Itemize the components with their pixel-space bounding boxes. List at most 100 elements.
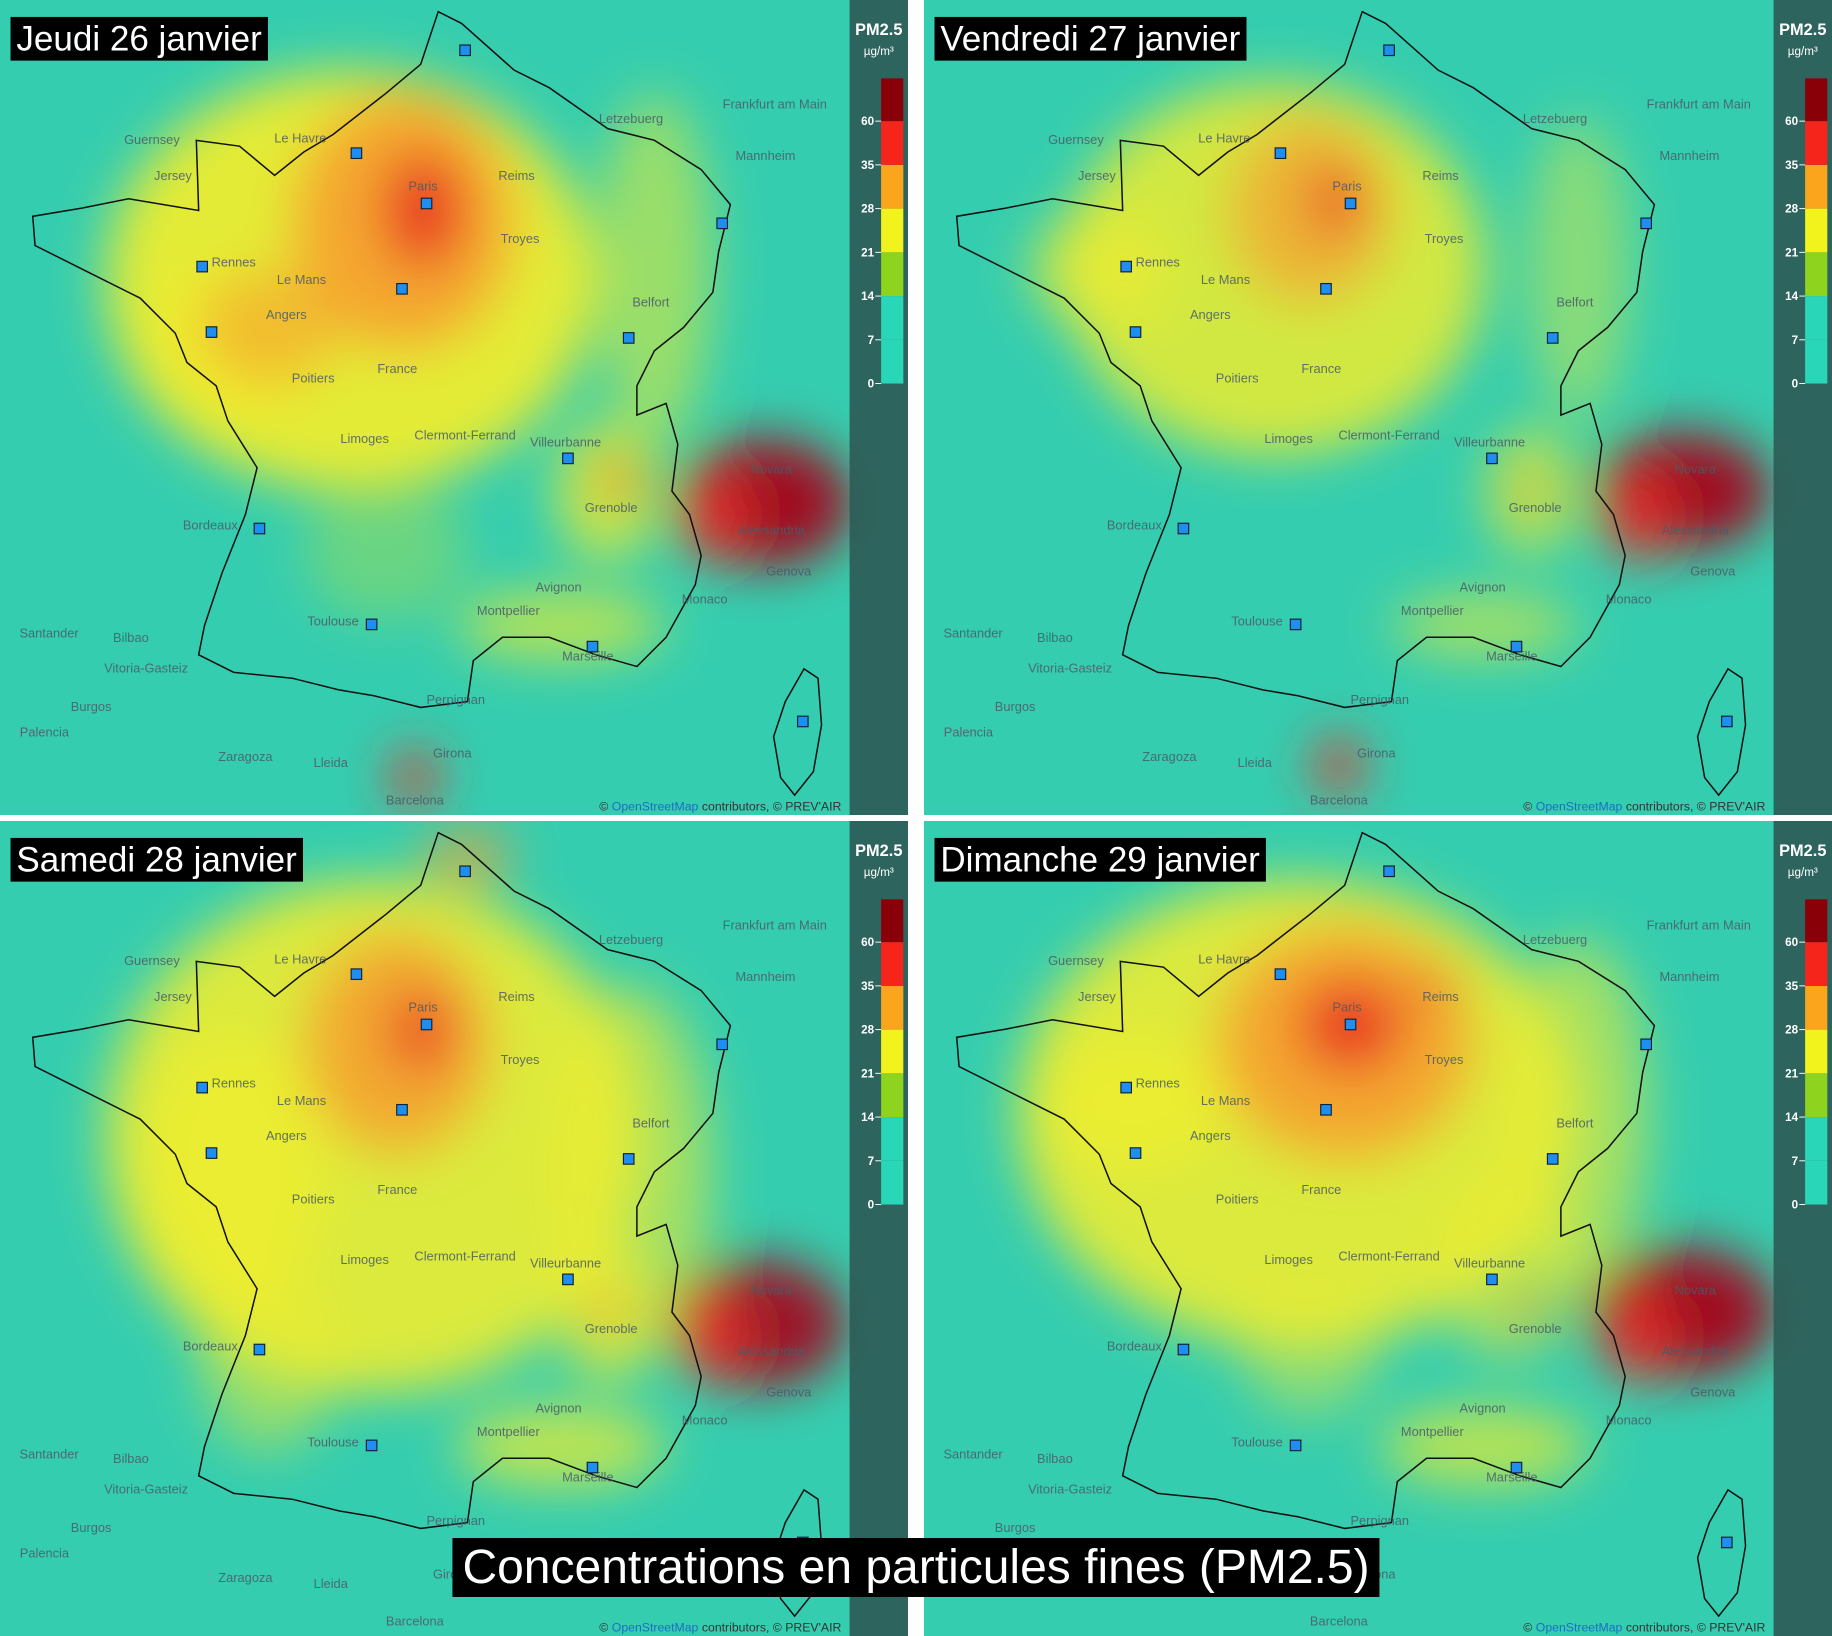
place-label: Monaco [682,591,728,606]
place-label: Villeurbanne [530,435,601,450]
legend-swatch [1805,252,1828,297]
place-label: Bordeaux [183,1339,239,1354]
place-label: Novara [751,1283,793,1298]
attribution-text: contributors, © PREV'AIR [702,1620,842,1634]
legend-swatch [1805,339,1828,384]
place-label: Le Mans [1201,1093,1250,1108]
place-label: Paris [1332,179,1361,194]
legend-swatch [881,164,904,209]
legend-tick-label: 0 [1792,378,1799,391]
place-label: Palencia [20,725,70,740]
station-marker [562,1273,574,1286]
place-label: Poitiers [1216,370,1259,385]
place-label: Barcelona [1310,1613,1369,1628]
place-label: Barcelona [386,1613,445,1628]
legend-swatch [1805,1029,1828,1074]
attribution-link[interactable]: OpenStreetMap [612,799,699,813]
station-marker [622,1153,635,1165]
place-label: Villeurbanne [1454,435,1525,450]
legend-tick-label: 21 [1785,1067,1798,1080]
place-label: Letzebuerg [1523,932,1587,947]
station-marker [350,968,363,981]
place-label: Bilbao [1037,1451,1073,1466]
pollution-area [677,1288,748,1383]
station-marker [1129,1147,1142,1159]
pollution-area [1040,1031,1228,1172]
legend-tick-label: 21 [1785,246,1798,259]
station-marker [1120,260,1133,273]
legend-swatch [1805,121,1828,165]
attribution-link[interactable]: OpenStreetMap [1536,1620,1623,1634]
map-panel: Paris Rennes Le Mans Angers Poitiers France Li… [924,821,1832,1636]
attribution-link[interactable]: OpenStreetMap [612,1620,699,1634]
pollution-area [1379,1405,1591,1488]
pollution-area [1525,116,1632,421]
pollution-layer [1029,81,1772,796]
station-marker [396,1103,408,1116]
place-label: Angers [1190,1128,1231,1143]
place-label: France [1301,361,1341,376]
place-label: Clermont-Ferrand [414,1249,515,1264]
place-label: Reims [498,168,534,183]
place-label: Santander [19,1446,79,1461]
pollution-area [1313,736,1365,796]
station-marker [420,1018,433,1031]
place-label: Perpignan [1350,692,1409,707]
place-label: Reims [1422,989,1458,1004]
legend-swatch [881,296,904,340]
pollution-area [1601,1288,1672,1383]
place-label: Limoges [340,431,389,446]
place-label: Villeurbanne [530,1256,601,1271]
pollution-area [1239,1277,1380,1418]
place-label: Mannheim [735,969,795,984]
station-marker [1129,326,1142,338]
legend-tick-label: 28 [861,203,874,216]
place-label: Letzebuerg [599,932,663,947]
place-label: Burgos [995,1520,1036,1535]
pollution-area [1517,1294,1546,1330]
station-marker [205,1147,218,1159]
pollution-area [1309,166,1362,237]
station-marker [796,715,809,728]
pollution-area [198,1265,339,1453]
place-label: Belfort [1556,1115,1594,1130]
place-label: Perpignan [1350,1513,1409,1528]
place-label: Grenoble [1509,1321,1562,1336]
legend-tick-label: 35 [1785,159,1798,172]
station-marker [1720,1536,1733,1549]
attribution-text: © [1523,799,1532,813]
place-label: Genova [1690,1384,1736,1399]
place-label: Barcelona [386,792,445,807]
station-marker [586,640,599,653]
legend-title: PM2.5 [1779,842,1826,860]
legend-swatch [881,339,904,384]
map-panel: Paris Rennes Le Mans Angers Poitiers France Li… [0,0,908,815]
place-label: Mannheim [1659,148,1719,163]
legend-swatch [881,942,904,986]
station-marker [365,618,378,631]
pollution-area [387,990,454,1073]
legend-swatch [881,121,904,165]
station-marker [1320,282,1332,295]
place-label: France [377,1182,417,1197]
station-marker [1274,968,1287,981]
place-label: Girona [1357,746,1396,761]
attribution-text: © [599,1620,608,1634]
island-outline [1696,1488,1747,1618]
place-label: Limoges [1264,1252,1313,1267]
place-label: Le Mans [1201,272,1250,287]
place-label: Burgos [995,699,1036,714]
legend-unit: µg/m³ [1788,45,1818,58]
attribution-text: contributors, © PREV'AIR [1626,1620,1766,1634]
station-marker [1486,1273,1498,1286]
place-label: Alessandria [1662,1343,1730,1358]
station-marker [459,865,471,878]
place-label: Jersey [154,168,192,183]
attribution-link[interactable]: OpenStreetMap [1536,799,1623,813]
station-marker [586,1461,599,1474]
place-label: Monaco [1606,1412,1652,1427]
place-label: Reims [498,989,534,1004]
legend-tick-label: 60 [1785,936,1798,949]
title-background [10,837,303,882]
